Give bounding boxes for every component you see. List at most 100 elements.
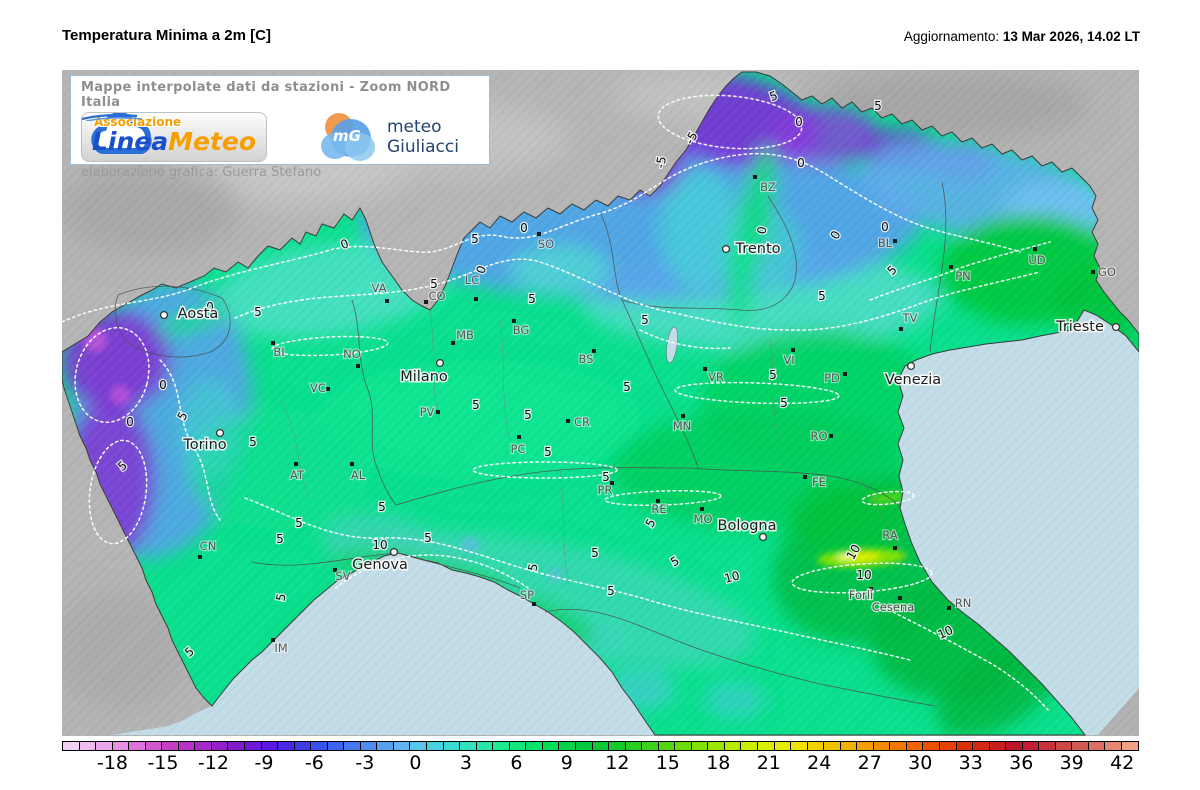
colorbar-segment bbox=[1072, 742, 1089, 750]
province-marker bbox=[356, 364, 360, 368]
city-label: Trieste bbox=[1055, 319, 1104, 335]
city-marker bbox=[435, 358, 445, 368]
colorbar-segment bbox=[96, 742, 113, 750]
province-label: PD bbox=[824, 371, 840, 385]
update-value: 13 Mar 2026, 14.02 LT bbox=[1002, 29, 1140, 44]
contour-label: 5 bbox=[276, 532, 284, 546]
colorbar-segment bbox=[393, 742, 411, 750]
colorbar-segment bbox=[724, 742, 742, 750]
meteogiuliacci-logo: mG meteo Giuliacci bbox=[319, 111, 459, 163]
city-label: Trento bbox=[734, 241, 780, 257]
province-label: BI bbox=[273, 345, 284, 359]
province-marker bbox=[198, 555, 202, 559]
colorbar-segment bbox=[956, 742, 974, 750]
contour-label: -5 bbox=[653, 155, 669, 169]
colorbar-tick-labels: -18 -15 -12 -9 -6 -3 0 3 6 9 12 15 18 21 24 27 30 33 36 39 4… bbox=[62, 752, 1139, 776]
colorbar bbox=[62, 741, 1139, 751]
colorbar-segment bbox=[443, 742, 461, 750]
legend-title: Mappe interpolate dati da stazioni - Zoo… bbox=[81, 80, 451, 110]
city-marker bbox=[1111, 322, 1121, 332]
contour-label: 5 bbox=[524, 408, 532, 422]
colorbar-tick: -3 bbox=[355, 752, 375, 774]
colorbar-segment bbox=[923, 742, 940, 750]
colorbar-segment bbox=[211, 742, 229, 750]
province-marker bbox=[271, 638, 275, 642]
province-label: UD bbox=[1028, 253, 1045, 267]
province-marker bbox=[532, 602, 536, 606]
colorbar-tick: -9 bbox=[254, 752, 274, 774]
contour-label: 0 bbox=[520, 221, 528, 235]
province-label: VI bbox=[783, 353, 794, 367]
colorbar-tick: 42 bbox=[1110, 752, 1135, 774]
province-marker bbox=[1091, 270, 1095, 274]
contour-label: 5 bbox=[602, 470, 610, 484]
province-label: IM bbox=[274, 641, 287, 655]
colorbar-tick: 0 bbox=[409, 752, 422, 774]
province-label: RA bbox=[882, 528, 898, 542]
meteogiuliacci-line1: meteo bbox=[387, 117, 442, 137]
legend-credit: elaborazione grafica: Guerra Stefano bbox=[81, 165, 322, 180]
colorbar-segment bbox=[774, 742, 792, 750]
province-marker bbox=[333, 568, 337, 572]
contour-label: 0 bbox=[206, 300, 214, 314]
contour-label: 5 bbox=[623, 380, 631, 394]
city-label: Genova bbox=[352, 557, 408, 573]
colorbar-tick: 12 bbox=[605, 752, 630, 774]
meteogiuliacci-line2: Giuliacci bbox=[387, 137, 459, 157]
contour-label: 0 bbox=[795, 115, 803, 129]
province-label: PV bbox=[420, 405, 435, 419]
province-marker bbox=[947, 606, 951, 610]
colorbar-segment bbox=[145, 742, 163, 750]
colorbar-tick: -15 bbox=[147, 752, 179, 774]
swoosh-icon bbox=[82, 113, 143, 121]
colorbar-segment bbox=[708, 742, 725, 750]
meteogiuliacci-name: meteo Giuliacci bbox=[387, 117, 459, 157]
province-marker bbox=[326, 387, 330, 391]
province-marker bbox=[271, 341, 275, 345]
colorbar-segment bbox=[410, 742, 428, 750]
contour-label: 5 bbox=[378, 500, 386, 514]
colorbar-tick: 33 bbox=[958, 752, 983, 774]
province-label: NO bbox=[343, 347, 361, 361]
colorbar-tick: 21 bbox=[756, 752, 781, 774]
city-marker bbox=[721, 244, 731, 254]
colorbar-tick: 36 bbox=[1009, 752, 1034, 774]
colorbar-segment bbox=[493, 742, 510, 750]
province-marker bbox=[681, 414, 685, 418]
meteogiuliacci-cloud-icon: mG bbox=[319, 111, 375, 163]
contour-label: 5 bbox=[607, 584, 615, 598]
colorbar-tick: 39 bbox=[1059, 752, 1084, 774]
colorbar-segment bbox=[344, 742, 361, 750]
province-label: VR bbox=[708, 370, 724, 384]
province-marker bbox=[436, 410, 440, 414]
province-label: MO bbox=[694, 512, 713, 526]
province-marker bbox=[451, 341, 455, 345]
colorbar-segment bbox=[427, 742, 444, 750]
colorbar-tick: -12 bbox=[197, 752, 229, 774]
province-label: VC bbox=[310, 381, 326, 395]
colorbar-segment bbox=[939, 742, 957, 750]
province-marker bbox=[803, 475, 807, 479]
province-label: FE bbox=[812, 475, 826, 489]
colorbar-segment bbox=[791, 742, 808, 750]
province-marker bbox=[610, 481, 614, 485]
colorbar-segment bbox=[1122, 742, 1138, 750]
colorbar-segment bbox=[195, 742, 212, 750]
colorbar-segment bbox=[873, 742, 891, 750]
province-marker bbox=[899, 327, 903, 331]
province-label: BL bbox=[878, 236, 893, 250]
colorbar-segment bbox=[559, 742, 576, 750]
province-label: PN bbox=[955, 269, 971, 283]
contour-label: 0 bbox=[126, 415, 134, 429]
colorbar-segment bbox=[840, 742, 858, 750]
city-marker bbox=[906, 361, 916, 371]
isotherm-contours bbox=[62, 94, 1051, 711]
province-label: PR bbox=[598, 483, 613, 497]
colorbar-segment bbox=[609, 742, 626, 750]
contour-label: 5 bbox=[424, 531, 432, 545]
province-marker bbox=[791, 348, 795, 352]
province-marker bbox=[1033, 247, 1037, 251]
colorbar-segment bbox=[675, 742, 692, 750]
contour-label: 5 bbox=[641, 313, 649, 327]
province-label: RE bbox=[651, 502, 666, 516]
